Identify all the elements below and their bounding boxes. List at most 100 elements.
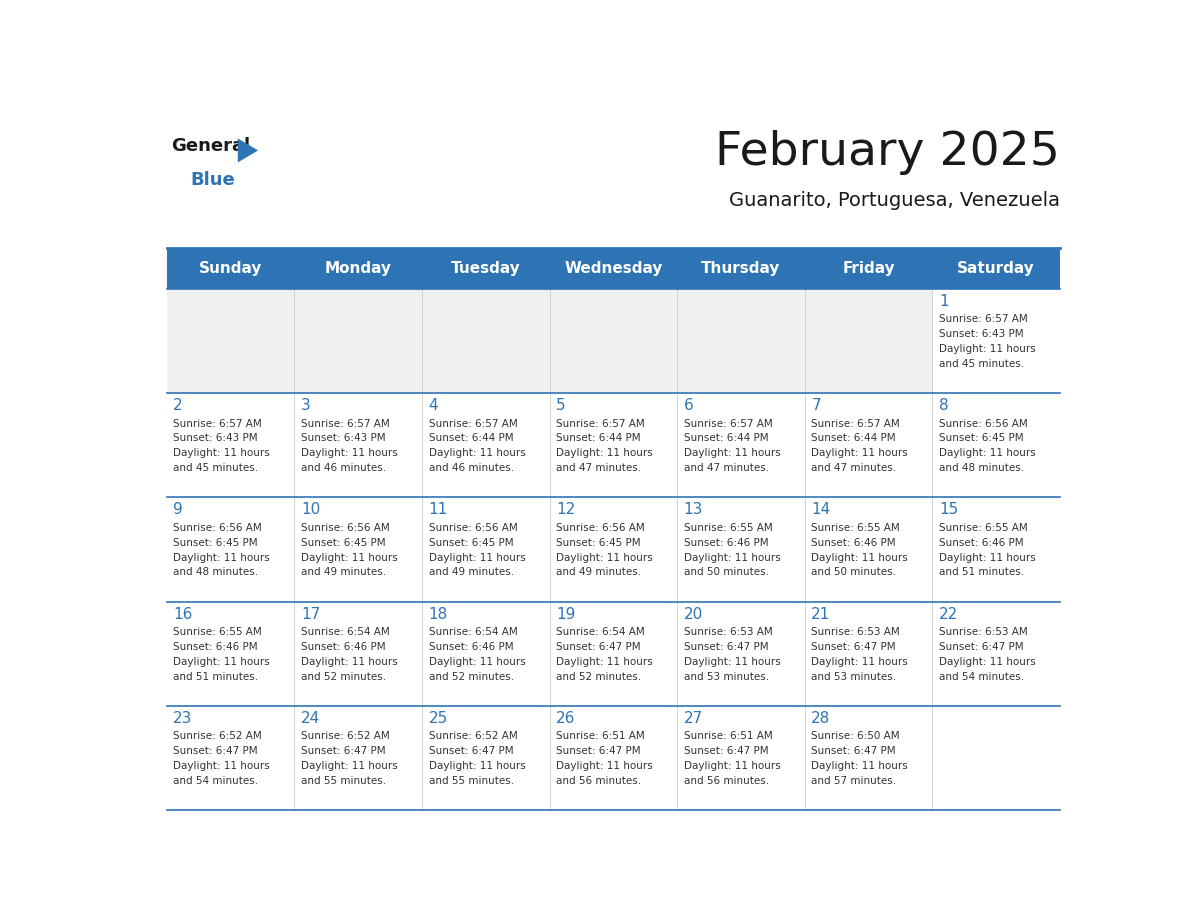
Text: Sunrise: 6:54 AM: Sunrise: 6:54 AM [556,627,645,637]
Text: 21: 21 [811,607,830,621]
Text: Daylight: 11 hours: Daylight: 11 hours [811,448,908,458]
Text: General: General [171,137,251,155]
Text: Sunset: 6:43 PM: Sunset: 6:43 PM [939,330,1024,340]
Text: Daylight: 11 hours: Daylight: 11 hours [556,656,653,666]
Text: February 2025: February 2025 [715,130,1060,175]
Text: 10: 10 [301,502,321,518]
Text: Sunset: 6:43 PM: Sunset: 6:43 PM [301,433,386,443]
Text: Guanarito, Portuguesa, Venezuela: Guanarito, Portuguesa, Venezuela [729,192,1060,210]
Text: and 48 minutes.: and 48 minutes. [939,464,1024,473]
Bar [933,498,1060,601]
Text: Sunset: 6:46 PM: Sunset: 6:46 PM [683,538,769,548]
Bar [804,706,933,810]
Text: Sunrise: 6:57 AM: Sunrise: 6:57 AM [811,419,901,429]
Text: Sunset: 6:45 PM: Sunset: 6:45 PM [556,538,640,548]
Text: 2: 2 [173,398,183,413]
Text: and 56 minutes.: and 56 minutes. [556,776,642,786]
Text: Sunset: 6:46 PM: Sunset: 6:46 PM [429,642,513,652]
Bar [550,498,677,601]
Text: 18: 18 [429,607,448,621]
Text: Daylight: 11 hours: Daylight: 11 hours [301,553,398,563]
Bar [422,289,550,393]
Bar [933,289,1060,393]
Text: Thursday: Thursday [701,261,781,276]
Bar [804,498,933,601]
Text: Sunrise: 6:57 AM: Sunrise: 6:57 AM [683,419,772,429]
Text: Daylight: 11 hours: Daylight: 11 hours [301,656,398,666]
Text: Sunset: 6:47 PM: Sunset: 6:47 PM [301,746,386,756]
Text: Daylight: 11 hours: Daylight: 11 hours [683,761,781,771]
Text: Sunrise: 6:52 AM: Sunrise: 6:52 AM [173,732,263,741]
Text: Sunrise: 6:55 AM: Sunrise: 6:55 AM [811,523,901,532]
Bar [550,289,677,393]
Bar [295,601,422,706]
Text: and 48 minutes.: and 48 minutes. [173,567,259,577]
Text: Sunrise: 6:57 AM: Sunrise: 6:57 AM [556,419,645,429]
Text: Sunset: 6:43 PM: Sunset: 6:43 PM [173,433,258,443]
Text: and 51 minutes.: and 51 minutes. [939,567,1024,577]
Bar [295,498,422,601]
Text: 25: 25 [429,711,448,726]
Text: 3: 3 [301,398,311,413]
Text: Sunset: 6:46 PM: Sunset: 6:46 PM [939,538,1024,548]
Text: and 50 minutes.: and 50 minutes. [811,567,896,577]
Bar [677,289,804,393]
Text: Sunrise: 6:56 AM: Sunrise: 6:56 AM [301,523,390,532]
Text: and 55 minutes.: and 55 minutes. [429,776,513,786]
Bar [166,393,295,498]
Bar [933,393,1060,498]
Text: 11: 11 [429,502,448,518]
Text: Sunset: 6:44 PM: Sunset: 6:44 PM [811,433,896,443]
Text: and 52 minutes.: and 52 minutes. [429,672,513,681]
Text: and 51 minutes.: and 51 minutes. [173,672,259,681]
Bar [677,498,804,601]
Bar [677,706,804,810]
Text: 22: 22 [939,607,958,621]
Text: Sunset: 6:47 PM: Sunset: 6:47 PM [811,746,896,756]
Text: Sunrise: 6:51 AM: Sunrise: 6:51 AM [683,732,772,741]
Text: Daylight: 11 hours: Daylight: 11 hours [429,553,525,563]
Text: and 55 minutes.: and 55 minutes. [301,776,386,786]
Bar [422,601,550,706]
Text: 14: 14 [811,502,830,518]
Text: 5: 5 [556,398,565,413]
Text: Sunset: 6:47 PM: Sunset: 6:47 PM [683,642,769,652]
Text: Daylight: 11 hours: Daylight: 11 hours [301,448,398,458]
Text: Daylight: 11 hours: Daylight: 11 hours [683,448,781,458]
Text: Daylight: 11 hours: Daylight: 11 hours [173,553,270,563]
Polygon shape [238,139,258,162]
Text: Daylight: 11 hours: Daylight: 11 hours [811,656,908,666]
Text: Sunset: 6:47 PM: Sunset: 6:47 PM [173,746,258,756]
Text: and 47 minutes.: and 47 minutes. [556,464,642,473]
Text: Sunrise: 6:56 AM: Sunrise: 6:56 AM [429,523,517,532]
Text: Sunrise: 6:57 AM: Sunrise: 6:57 AM [301,419,390,429]
Text: Sunrise: 6:57 AM: Sunrise: 6:57 AM [173,419,263,429]
Text: Sunset: 6:46 PM: Sunset: 6:46 PM [811,538,896,548]
Text: Sunset: 6:47 PM: Sunset: 6:47 PM [556,642,640,652]
Text: and 54 minutes.: and 54 minutes. [173,776,259,786]
Text: and 49 minutes.: and 49 minutes. [556,567,642,577]
Text: Daylight: 11 hours: Daylight: 11 hours [811,553,908,563]
Bar [550,706,677,810]
Bar [677,393,804,498]
Text: 20: 20 [683,607,703,621]
Text: Sunrise: 6:53 AM: Sunrise: 6:53 AM [683,627,772,637]
Text: Sunrise: 6:53 AM: Sunrise: 6:53 AM [811,627,901,637]
Text: Sunrise: 6:54 AM: Sunrise: 6:54 AM [301,627,390,637]
Text: Sunset: 6:45 PM: Sunset: 6:45 PM [173,538,258,548]
Text: Sunrise: 6:52 AM: Sunrise: 6:52 AM [429,732,517,741]
Text: Daylight: 11 hours: Daylight: 11 hours [811,761,908,771]
Text: Sunrise: 6:56 AM: Sunrise: 6:56 AM [173,523,263,532]
Text: Daylight: 11 hours: Daylight: 11 hours [556,448,653,458]
Text: and 47 minutes.: and 47 minutes. [683,464,769,473]
Text: Blue: Blue [190,171,235,189]
Text: Daylight: 11 hours: Daylight: 11 hours [939,344,1036,354]
Text: 13: 13 [683,502,703,518]
Text: 19: 19 [556,607,575,621]
Text: 26: 26 [556,711,575,726]
Text: and 52 minutes.: and 52 minutes. [301,672,386,681]
Text: Daylight: 11 hours: Daylight: 11 hours [939,656,1036,666]
Text: 16: 16 [173,607,192,621]
Bar [422,706,550,810]
Text: Sunset: 6:47 PM: Sunset: 6:47 PM [683,746,769,756]
